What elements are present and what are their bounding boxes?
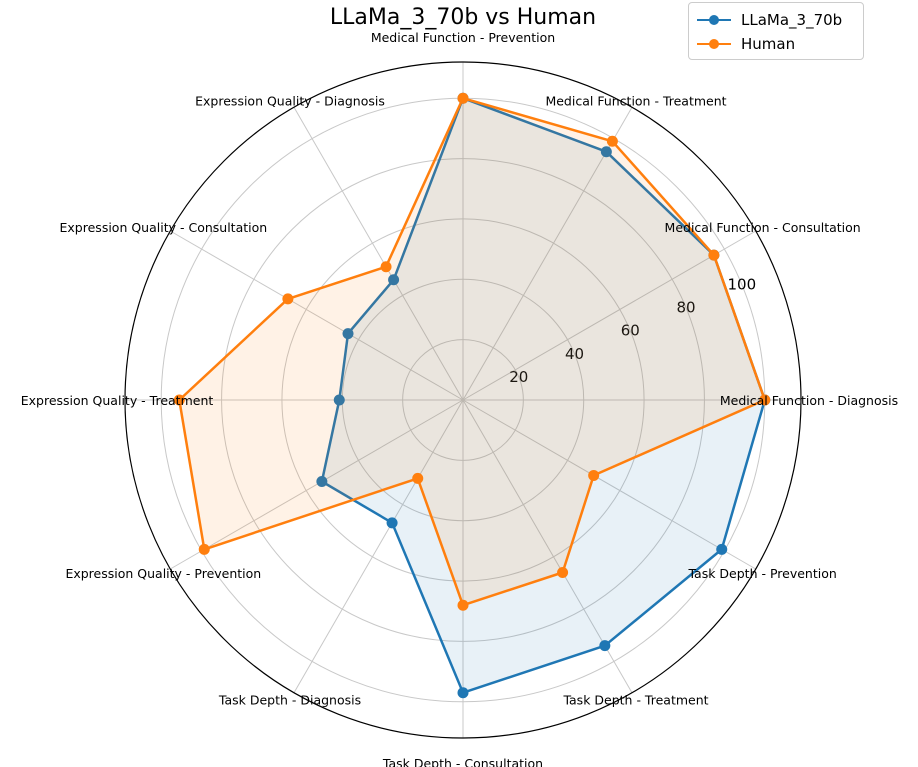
- series-fill-0: [321, 98, 765, 693]
- category-label: Expression Quality - Prevention: [65, 566, 261, 581]
- legend-swatch-human: [697, 39, 731, 49]
- category-label: Expression Quality - Diagnosis: [195, 93, 385, 108]
- legend-item-llama: LLaMa_3_70b: [697, 9, 842, 31]
- data-point: [198, 543, 210, 555]
- data-point: [606, 135, 618, 147]
- category-label: Medical Function - Consultation: [665, 220, 861, 235]
- chart-title: LLaMa_3_70b vs Human: [330, 5, 596, 30]
- series-fill-1: [179, 98, 765, 606]
- category-label: Task Depth - Prevention: [687, 566, 836, 581]
- data-point: [282, 293, 294, 305]
- data-point: [388, 274, 400, 286]
- data-point: [386, 517, 398, 529]
- data-point: [333, 394, 345, 406]
- data-point: [316, 475, 328, 487]
- legend-label-human: Human: [741, 35, 796, 53]
- data-point: [716, 543, 728, 555]
- data-point: [412, 472, 424, 484]
- radar-series: [173, 92, 771, 699]
- data-point: [457, 92, 469, 104]
- category-label: Task Depth - Consultation: [382, 756, 543, 767]
- data-point: [599, 640, 611, 652]
- spoke-line: [462, 399, 756, 570]
- legend: LLaMa_3_70b Human: [688, 2, 864, 60]
- spoke-line: [293, 107, 464, 401]
- outer-frame: [124, 61, 802, 739]
- data-point: [600, 146, 612, 158]
- spoke-line: [462, 230, 756, 401]
- radial-tick-label: 80: [677, 299, 696, 317]
- category-label: Expression Quality - Treatment: [21, 393, 214, 408]
- category-label: Task Depth - Treatment: [562, 693, 708, 708]
- data-point: [708, 249, 720, 261]
- radial-tick-label: 40: [565, 345, 584, 363]
- category-label: Medical Function - Treatment: [545, 93, 726, 108]
- radial-tick-label: 60: [621, 322, 640, 340]
- spoke-line: [293, 399, 464, 693]
- spoke-line: [170, 399, 464, 570]
- data-point: [457, 599, 469, 611]
- data-point: [557, 566, 569, 578]
- legend-swatch-llama: [697, 15, 731, 25]
- legend-label-llama: LLaMa_3_70b: [741, 11, 843, 29]
- data-point: [380, 261, 392, 273]
- legend-item-human: Human: [697, 33, 795, 55]
- data-point: [457, 687, 469, 699]
- data-point: [759, 394, 771, 406]
- spoke-line: [170, 230, 464, 401]
- axis-labels: Medical Function - Diagnosis Medical Func…: [21, 30, 898, 767]
- category-label: Medical Function - Diagnosis: [720, 393, 898, 408]
- data-point: [173, 394, 185, 406]
- data-point: [342, 328, 354, 340]
- category-label: Medical Function - Prevention: [371, 30, 555, 45]
- radial-tick-label: 20: [509, 368, 528, 386]
- category-label: Expression Quality - Consultation: [60, 220, 268, 235]
- radial-tick-label: 100: [727, 276, 756, 294]
- category-label: Task Depth - Diagnosis: [218, 693, 361, 708]
- data-point: [588, 469, 600, 481]
